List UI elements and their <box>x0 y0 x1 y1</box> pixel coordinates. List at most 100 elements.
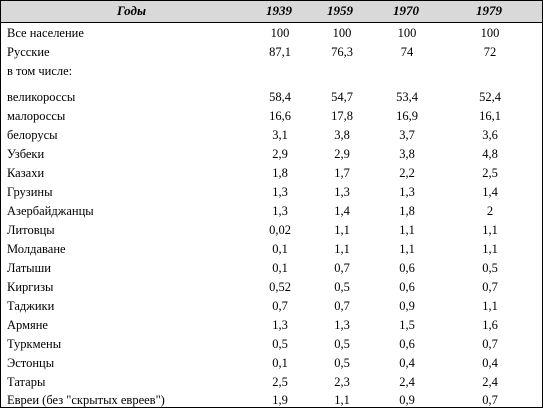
table-row: Татары 2,5 2,3 2,4 2,4 <box>1 372 542 391</box>
row-label: Литовцы <box>7 223 55 237</box>
row-value: 2,3 <box>334 375 350 389</box>
row-value: 17,8 <box>331 109 353 123</box>
row-value: 72 <box>483 45 497 59</box>
table-row: Эстонцы 0,1 0,5 0,4 0,4 <box>1 353 542 372</box>
row-value: 0,7 <box>272 299 288 313</box>
row-value: 1,3 <box>272 204 288 218</box>
row-label: Русские <box>7 45 50 59</box>
row-label: Азербайджанцы <box>7 204 94 218</box>
table-row: Туркмены 0,5 0,5 0,6 0,7 <box>1 334 542 353</box>
row-value: 1,8 <box>399 204 415 218</box>
table-row: Латыши 0,1 0,7 0,6 0,5 <box>1 258 542 277</box>
row-value: 0,6 <box>399 280 415 294</box>
row-label: Таджики <box>7 299 55 313</box>
row-value: 53,4 <box>396 90 418 104</box>
header-year-3: 1970 <box>393 3 419 18</box>
row-value: 3,8 <box>399 147 415 161</box>
row-value: 2,2 <box>399 166 415 180</box>
table-row: Грузины 1,3 1,3 1,3 1,4 <box>1 182 542 201</box>
row-value: 1,6 <box>482 318 498 332</box>
row-value: 58,4 <box>269 90 291 104</box>
row-value: 100 <box>480 26 500 40</box>
row-value: 2,9 <box>272 147 288 161</box>
row-label: Узбеки <box>7 147 45 161</box>
row-value: 1,1 <box>482 223 498 237</box>
row-value: 1,3 <box>272 318 288 332</box>
row-value: 0,5 <box>334 356 350 370</box>
row-value: 1,1 <box>399 242 415 256</box>
row-value: 74 <box>400 45 414 59</box>
row-value: 2,4 <box>482 375 498 389</box>
row-value: 1,7 <box>334 166 350 180</box>
table-row: Евреи (без "скрытых евреев") 1,9 1,1 0,9… <box>1 390 542 409</box>
row-value: 0,1 <box>272 261 288 275</box>
row-value: 4,8 <box>482 147 498 161</box>
row-value: 2,5 <box>482 166 498 180</box>
header-year-2: 1959 <box>327 3 353 18</box>
row-value: 0,5 <box>334 280 350 294</box>
table-row: Азербайджанцы 1,3 1,4 1,8 2 <box>1 201 542 220</box>
row-value: 16,9 <box>396 109 418 123</box>
row-value: 100 <box>332 26 352 40</box>
row-value: 3,1 <box>272 128 288 142</box>
table-row: Казахи 1,8 1,7 2,2 2,5 <box>1 163 542 182</box>
row-value: 1,9 <box>272 393 288 407</box>
row-value: 1,3 <box>334 185 350 199</box>
row-value: 0,7 <box>334 261 350 275</box>
table-row: Русские 87,1 76,3 74 72 <box>1 42 542 61</box>
header-years-label: Годы <box>117 3 146 18</box>
row-value: 0,6 <box>399 261 415 275</box>
table-row: Таджики 0,7 0,7 0,9 1,1 <box>1 296 542 315</box>
row-value: 0,5 <box>272 337 288 351</box>
row-value: 3,8 <box>334 128 350 142</box>
row-value: 1,1 <box>334 242 350 256</box>
table-row: белорусы 3,1 3,8 3,7 3,6 <box>1 125 542 144</box>
row-value: 2,9 <box>334 147 350 161</box>
row-label: в том числе: <box>7 64 73 78</box>
row-value: 100 <box>270 26 290 40</box>
table-header: Годы 1939 1959 1970 1979 <box>1 1 542 23</box>
row-value: 1,1 <box>399 223 415 237</box>
row-label: Армяне <box>7 318 48 332</box>
row-value: 0,7 <box>482 280 498 294</box>
row-label: белорусы <box>7 128 58 142</box>
row-label: Молдаване <box>7 242 66 256</box>
row-value: 0,7 <box>482 337 498 351</box>
table-row: великороссы 58,4 54,7 53,4 52,4 <box>1 87 542 106</box>
header-year-1: 1939 <box>266 3 292 18</box>
row-value: 87,1 <box>269 45 291 59</box>
row-value: 16,1 <box>479 109 501 123</box>
row-value: 76,3 <box>331 45 353 59</box>
row-value: 16,6 <box>269 109 291 123</box>
row-value: 0,5 <box>482 261 498 275</box>
row-value: 0,9 <box>399 299 415 313</box>
table-row: в том числе: <box>1 61 542 80</box>
table-row: Все население 100 100 100 100 <box>1 23 542 42</box>
row-label: Грузины <box>7 185 53 199</box>
row-value: 0,4 <box>482 356 498 370</box>
row-label: Туркмены <box>7 337 62 351</box>
row-value: 2 <box>486 204 494 218</box>
row-value: 1,8 <box>272 166 288 180</box>
row-value: 0,52 <box>269 280 291 294</box>
row-value: 0,4 <box>399 356 415 370</box>
table-row: Молдаване 0,1 1,1 1,1 1,1 <box>1 239 542 258</box>
row-value: 0,9 <box>399 393 415 407</box>
row-value: 0,1 <box>272 356 288 370</box>
row-label: Киргизы <box>7 280 54 294</box>
row-value: 3,7 <box>399 128 415 142</box>
row-value: 2,4 <box>399 375 415 389</box>
row-value: 3,6 <box>482 128 498 142</box>
row-value: 100 <box>397 26 417 40</box>
table-row: Узбеки 2,9 2,9 3,8 4,8 <box>1 144 542 163</box>
row-value: 1,4 <box>334 204 350 218</box>
row-value: 1,1 <box>334 223 350 237</box>
table-row: Литовцы 0,02 1,1 1,1 1,1 <box>1 220 542 239</box>
row-label: Казахи <box>7 166 45 180</box>
row-value: 0,02 <box>269 223 291 237</box>
row-label: Латыши <box>7 261 51 275</box>
row-value: 52,4 <box>479 90 501 104</box>
row-value: 1,1 <box>482 299 498 313</box>
table-row: Киргизы 0,52 0,5 0,6 0,7 <box>1 277 542 296</box>
row-label: Эстонцы <box>7 356 55 370</box>
